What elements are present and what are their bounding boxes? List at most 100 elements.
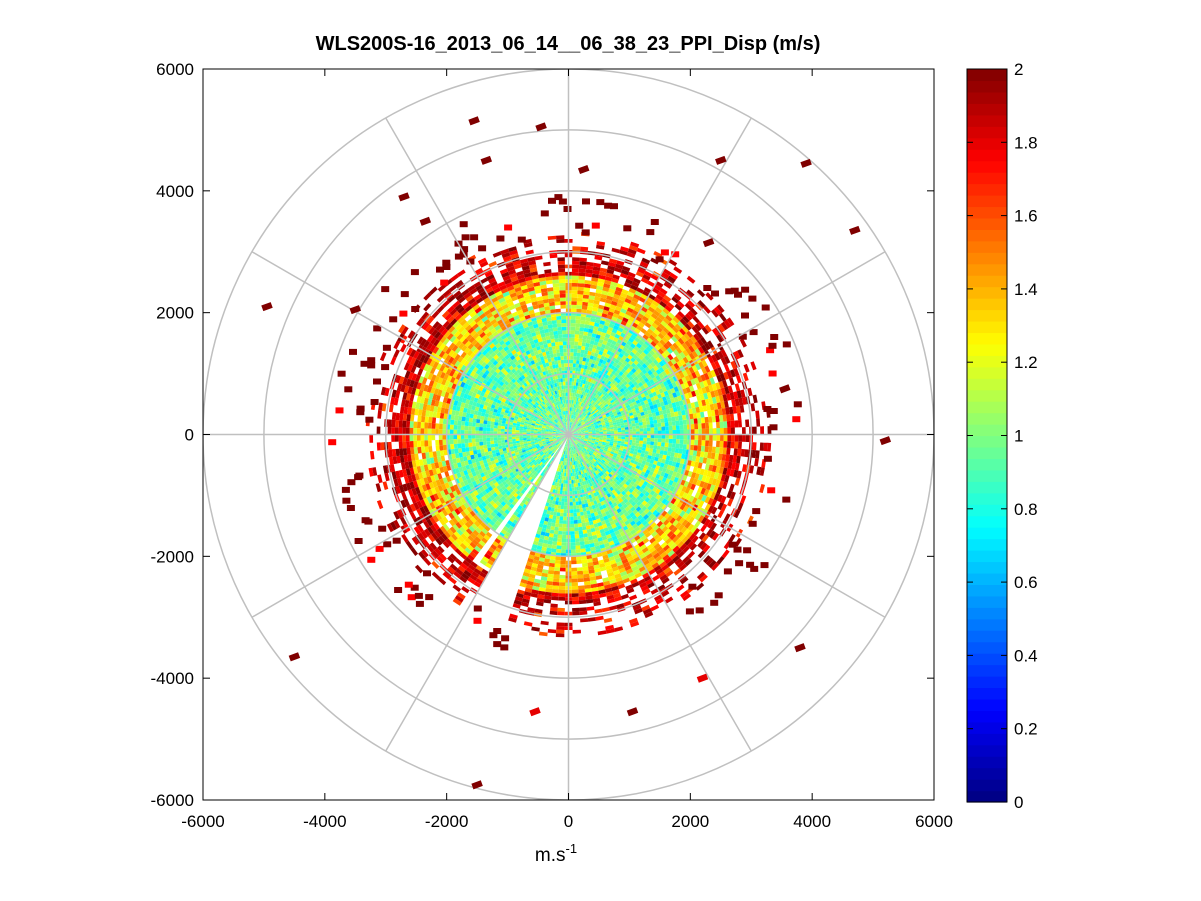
data-cell bbox=[623, 392, 628, 398]
data-cell bbox=[580, 445, 584, 449]
data-cell bbox=[501, 442, 506, 446]
data-cell bbox=[650, 441, 655, 446]
data-cell bbox=[536, 411, 541, 416]
data-cell bbox=[497, 406, 503, 412]
data-cell bbox=[605, 422, 610, 425]
data-cell bbox=[586, 449, 590, 453]
data-cell bbox=[523, 486, 528, 492]
data-cell bbox=[512, 425, 517, 428]
data-cell bbox=[571, 446, 573, 451]
data-cell bbox=[607, 395, 612, 400]
data-cell bbox=[569, 472, 572, 477]
data-cell bbox=[610, 436, 615, 439]
data-cell bbox=[569, 425, 571, 430]
data-cell bbox=[590, 455, 594, 460]
data-cell bbox=[626, 390, 631, 396]
data-cell bbox=[552, 399, 555, 404]
data-cell bbox=[533, 455, 538, 460]
data-cell bbox=[578, 394, 582, 398]
data-cell bbox=[483, 444, 488, 449]
data-cell bbox=[497, 437, 502, 441]
data-cell bbox=[657, 426, 662, 431]
data-cell bbox=[524, 446, 529, 450]
data-cell bbox=[591, 469, 595, 474]
data-cell bbox=[552, 375, 556, 380]
data-cell bbox=[575, 468, 578, 473]
data-cell bbox=[549, 439, 554, 442]
data-cell bbox=[561, 407, 564, 412]
data-cell bbox=[575, 541, 581, 546]
data-cell bbox=[615, 401, 621, 406]
data-cell bbox=[621, 390, 627, 395]
data-cell bbox=[540, 445, 544, 449]
data-cell bbox=[606, 407, 611, 411]
data-cell bbox=[546, 463, 550, 467]
data-cell bbox=[537, 429, 542, 432]
data-cell bbox=[693, 418, 698, 424]
data-cell bbox=[544, 436, 549, 438]
data-cell bbox=[558, 467, 561, 472]
data-cell bbox=[605, 444, 610, 447]
data-cell bbox=[592, 484, 597, 490]
data-cell bbox=[569, 447, 571, 451]
data-cell bbox=[683, 439, 688, 445]
data-cell bbox=[535, 444, 540, 448]
data-cell bbox=[570, 516, 574, 521]
data-cell bbox=[542, 371, 547, 376]
data-cell bbox=[560, 457, 563, 461]
data-cell bbox=[510, 448, 515, 452]
data-cell bbox=[587, 417, 591, 421]
data-cell bbox=[575, 439, 580, 442]
data-cell bbox=[576, 360, 580, 364]
data-cell bbox=[549, 488, 554, 493]
data-cell bbox=[515, 438, 520, 442]
data-cell bbox=[571, 443, 573, 447]
data-cell bbox=[573, 457, 575, 462]
data-cell bbox=[527, 470, 532, 475]
data-cell bbox=[600, 418, 605, 422]
data-cell bbox=[596, 405, 601, 410]
data-cell bbox=[533, 462, 538, 466]
data-cell bbox=[598, 476, 603, 481]
data-cell bbox=[581, 454, 585, 458]
data-cell bbox=[571, 422, 573, 426]
data-cell bbox=[554, 341, 560, 346]
data-cell bbox=[593, 463, 597, 467]
data-cell bbox=[581, 383, 585, 388]
data-cell bbox=[592, 419, 597, 423]
data-cell bbox=[604, 369, 609, 375]
data-cell bbox=[594, 450, 599, 454]
data-cell bbox=[549, 438, 553, 441]
data-cell bbox=[519, 438, 524, 441]
data-cell bbox=[604, 419, 609, 422]
data-cell bbox=[531, 441, 535, 444]
data-cell bbox=[561, 498, 565, 502]
data-cell bbox=[556, 512, 561, 517]
data-cell bbox=[554, 360, 559, 365]
data-cell bbox=[516, 378, 521, 384]
data-cell bbox=[565, 458, 567, 462]
data-cell bbox=[612, 444, 617, 447]
data-cell bbox=[449, 439, 454, 445]
data-cell bbox=[578, 424, 583, 428]
data-cell bbox=[596, 386, 601, 391]
data-cell bbox=[490, 443, 495, 448]
data-cell bbox=[519, 478, 524, 483]
data-cell bbox=[557, 421, 561, 425]
data-cell bbox=[570, 458, 572, 462]
data-cell bbox=[504, 471, 510, 476]
data-cell bbox=[532, 465, 537, 470]
data-cell bbox=[601, 496, 606, 501]
data-cell bbox=[527, 399, 532, 404]
data-cell bbox=[646, 424, 651, 428]
data-cell bbox=[585, 409, 589, 414]
data-cell bbox=[558, 421, 561, 425]
data-cell bbox=[527, 453, 532, 457]
data-cell bbox=[549, 446, 553, 450]
data-cell bbox=[555, 435, 560, 437]
data-cell bbox=[561, 389, 565, 393]
data-cell bbox=[585, 405, 589, 409]
data-cell bbox=[626, 407, 632, 411]
data-cell bbox=[538, 441, 543, 444]
data-cell bbox=[575, 471, 579, 476]
